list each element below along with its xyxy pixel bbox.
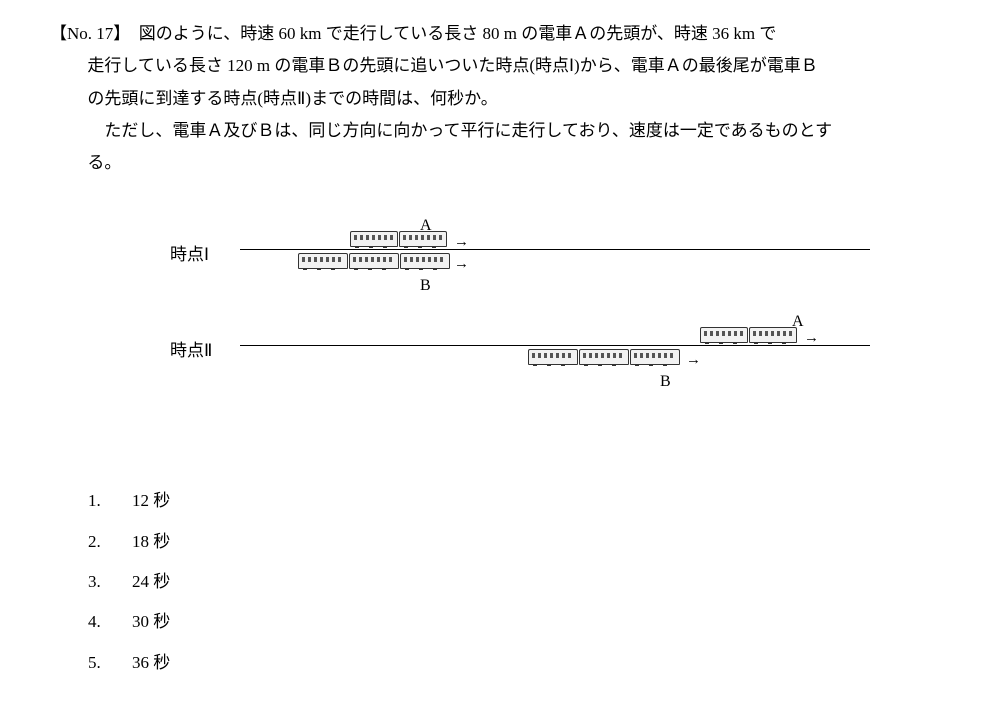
track-line-time2 <box>240 345 870 346</box>
option-number: 2. <box>88 526 132 558</box>
track-line-time1 <box>240 249 870 250</box>
arrow-b-time1: → <box>454 257 469 272</box>
answer-option: 1. 12 秒 <box>88 485 959 517</box>
label-a-time1: A <box>420 211 432 241</box>
train-b-time2 <box>528 349 681 365</box>
problem-line-5: る。 <box>50 147 959 179</box>
train-car <box>749 327 797 343</box>
option-value: 36 秒 <box>132 647 170 679</box>
problem-statement: 【No. 17】 図のように、時速 60 km で走行している長さ 80 m の… <box>50 18 959 179</box>
problem-line-1: 【No. 17】 図のように、時速 60 km で走行している長さ 80 m の… <box>50 18 959 50</box>
arrow-a-time2: → <box>804 331 819 346</box>
option-number: 5. <box>88 647 132 679</box>
train-a-time1 <box>350 231 448 247</box>
train-car <box>630 349 680 365</box>
option-number: 4. <box>88 606 132 638</box>
problem-line-4: ただし、電車Ａ及びＢは、同じ方向に向かって平行に走行しており、速度は一定であるも… <box>50 115 959 147</box>
answer-option: 3. 24 秒 <box>88 566 959 598</box>
train-car <box>579 349 629 365</box>
label-a-time2: A <box>792 307 804 337</box>
answer-option: 5. 36 秒 <box>88 647 959 679</box>
arrow-a-time1: → <box>454 235 469 250</box>
question-number: 【No. 17】 <box>50 24 122 43</box>
answer-option: 2. 18 秒 <box>88 526 959 558</box>
train-a-time2 <box>700 327 798 343</box>
option-value: 18 秒 <box>132 526 170 558</box>
problem-line-2: 走行している長さ 120 m の電車Ｂの先頭に追いついた時点(時点Ⅰ)から、電車… <box>50 50 959 82</box>
train-car <box>528 349 578 365</box>
option-value: 12 秒 <box>132 485 170 517</box>
problem-line-3: の先頭に到達する時点(時点Ⅱ)までの時間は、何秒か。 <box>50 83 959 115</box>
train-car <box>400 253 450 269</box>
answer-options: 1. 12 秒 2. 18 秒 3. 24 秒 4. 30 秒 5. 36 秒 <box>50 485 959 678</box>
train-car <box>700 327 748 343</box>
answer-option: 4. 30 秒 <box>88 606 959 638</box>
option-number: 1. <box>88 485 132 517</box>
train-car <box>349 253 399 269</box>
problem-line-1-text: 図のように、時速 60 km で走行している長さ 80 m の電車Ａの先頭が、時… <box>122 24 777 43</box>
label-b-time1: B <box>420 271 431 301</box>
arrow-b-time2: → <box>686 353 701 368</box>
train-car <box>350 231 398 247</box>
train-diagram: 時点Ⅰ 時点Ⅱ A B A B → → → → <box>170 205 930 405</box>
option-value: 24 秒 <box>132 566 170 598</box>
option-number: 3. <box>88 566 132 598</box>
label-b-time2: B <box>660 367 671 397</box>
time-label-1: 時点Ⅰ <box>170 239 209 271</box>
exam-question-page: 【No. 17】 図のように、時速 60 km で走行している長さ 80 m の… <box>0 0 999 716</box>
time-label-2: 時点Ⅱ <box>170 335 212 367</box>
train-car <box>298 253 348 269</box>
train-b-time1 <box>298 253 451 269</box>
option-value: 30 秒 <box>132 606 170 638</box>
